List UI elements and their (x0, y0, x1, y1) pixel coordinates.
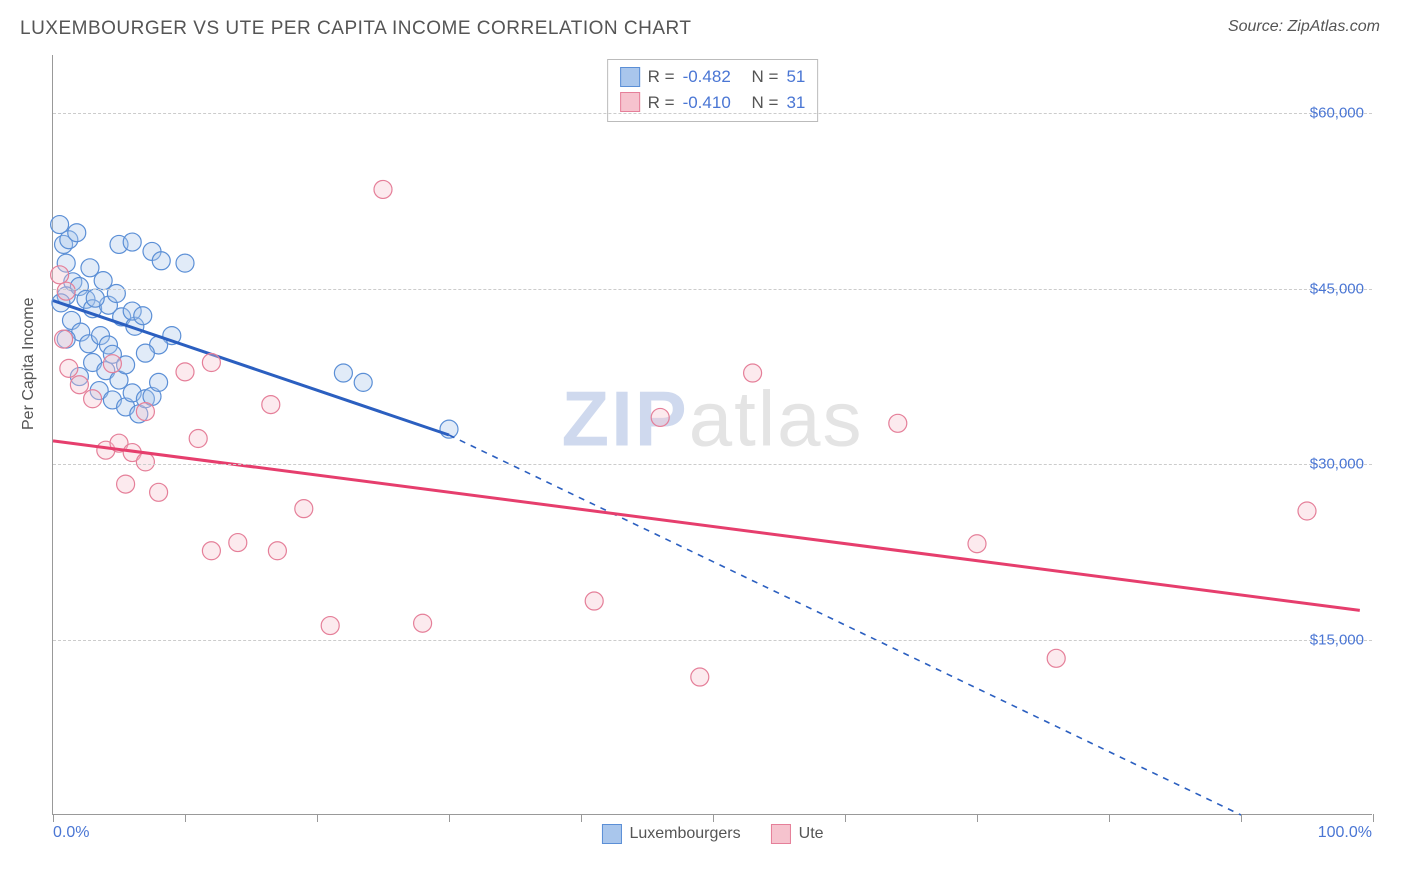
y-tick-label: $15,000 (1310, 631, 1364, 648)
x-tick (1109, 814, 1110, 822)
r-value-ute: -0.410 (683, 90, 731, 116)
data-point (889, 414, 907, 432)
x-tick (1241, 814, 1242, 822)
legend-item-ute: Ute (771, 824, 824, 844)
data-point (55, 330, 73, 348)
data-point (295, 500, 313, 518)
swatch-ute-bottom (771, 824, 791, 844)
swatch-luxembourgers (620, 67, 640, 87)
data-point (585, 592, 603, 610)
data-point (202, 354, 220, 372)
gridline-h (53, 464, 1372, 465)
data-point (136, 403, 154, 421)
data-point (744, 364, 762, 382)
data-point (691, 668, 709, 686)
data-point (84, 390, 102, 408)
gridline-h (53, 113, 1372, 114)
n-label: N = (752, 90, 779, 116)
x-tick (977, 814, 978, 822)
data-point (107, 285, 125, 303)
r-label: R = (648, 90, 675, 116)
data-point (374, 180, 392, 198)
n-label: N = (752, 64, 779, 90)
data-point (202, 542, 220, 560)
r-label: R = (648, 64, 675, 90)
data-point (152, 252, 170, 270)
data-point (103, 355, 121, 373)
x-tick (53, 814, 54, 822)
data-point (262, 396, 280, 414)
legend-row-luxembourgers: R = -0.482 N = 51 (620, 64, 806, 90)
data-point (134, 307, 152, 325)
scatter-plot-svg (53, 55, 1372, 814)
legend-label-ute: Ute (799, 825, 824, 843)
x-tick (845, 814, 846, 822)
gridline-h (53, 640, 1372, 641)
data-point (136, 344, 154, 362)
x-tick (449, 814, 450, 822)
data-point (123, 233, 141, 251)
y-tick-label: $60,000 (1310, 105, 1364, 122)
data-point (150, 373, 168, 391)
data-point (651, 408, 669, 426)
y-tick-label: $30,000 (1310, 456, 1364, 473)
data-point (136, 453, 154, 471)
x-tick (1373, 814, 1374, 822)
data-point (268, 542, 286, 560)
data-point (51, 266, 69, 284)
swatch-luxembourgers-bottom (601, 824, 621, 844)
data-point (176, 363, 194, 381)
n-value-lux: 51 (786, 64, 805, 90)
data-point (57, 282, 75, 300)
data-point (1298, 502, 1316, 520)
data-point (176, 254, 194, 272)
r-value-lux: -0.482 (683, 64, 731, 90)
data-point (68, 224, 86, 242)
data-point (354, 373, 372, 391)
data-point (117, 475, 135, 493)
chart-title: LUXEMBOURGER VS UTE PER CAPITA INCOME CO… (20, 18, 692, 40)
x-tick (581, 814, 582, 822)
swatch-ute (620, 92, 640, 112)
n-value-ute: 31 (786, 90, 805, 116)
source-attribution: Source: ZipAtlas.com (1228, 18, 1380, 36)
legend-row-ute: R = -0.410 N = 31 (620, 90, 806, 116)
data-point (334, 364, 352, 382)
plot-area: ZIPatlas R = -0.482 N = 51 R = -0.410 N … (52, 55, 1372, 815)
x-tick (185, 814, 186, 822)
x-tick (713, 814, 714, 822)
x-axis-min-label: 0.0% (53, 824, 89, 842)
y-tick-label: $45,000 (1310, 280, 1364, 297)
legend-series: Luxembourgers Ute (601, 824, 823, 844)
data-point (150, 483, 168, 501)
data-point (60, 359, 78, 377)
legend-label-luxembourgers: Luxembourgers (629, 825, 740, 843)
data-point (414, 614, 432, 632)
y-axis-title: Per Capita Income (20, 297, 38, 430)
x-axis-max-label: 100.0% (1318, 824, 1372, 842)
data-point (321, 617, 339, 635)
legend-item-luxembourgers: Luxembourgers (601, 824, 740, 844)
gridline-h (53, 289, 1372, 290)
data-point (1047, 649, 1065, 667)
data-point (189, 430, 207, 448)
data-point (86, 289, 104, 307)
data-point (968, 535, 986, 553)
x-tick (317, 814, 318, 822)
trend-line-extrapolated (449, 435, 1241, 815)
data-point (70, 376, 88, 394)
data-point (229, 534, 247, 552)
trend-line (53, 441, 1360, 611)
